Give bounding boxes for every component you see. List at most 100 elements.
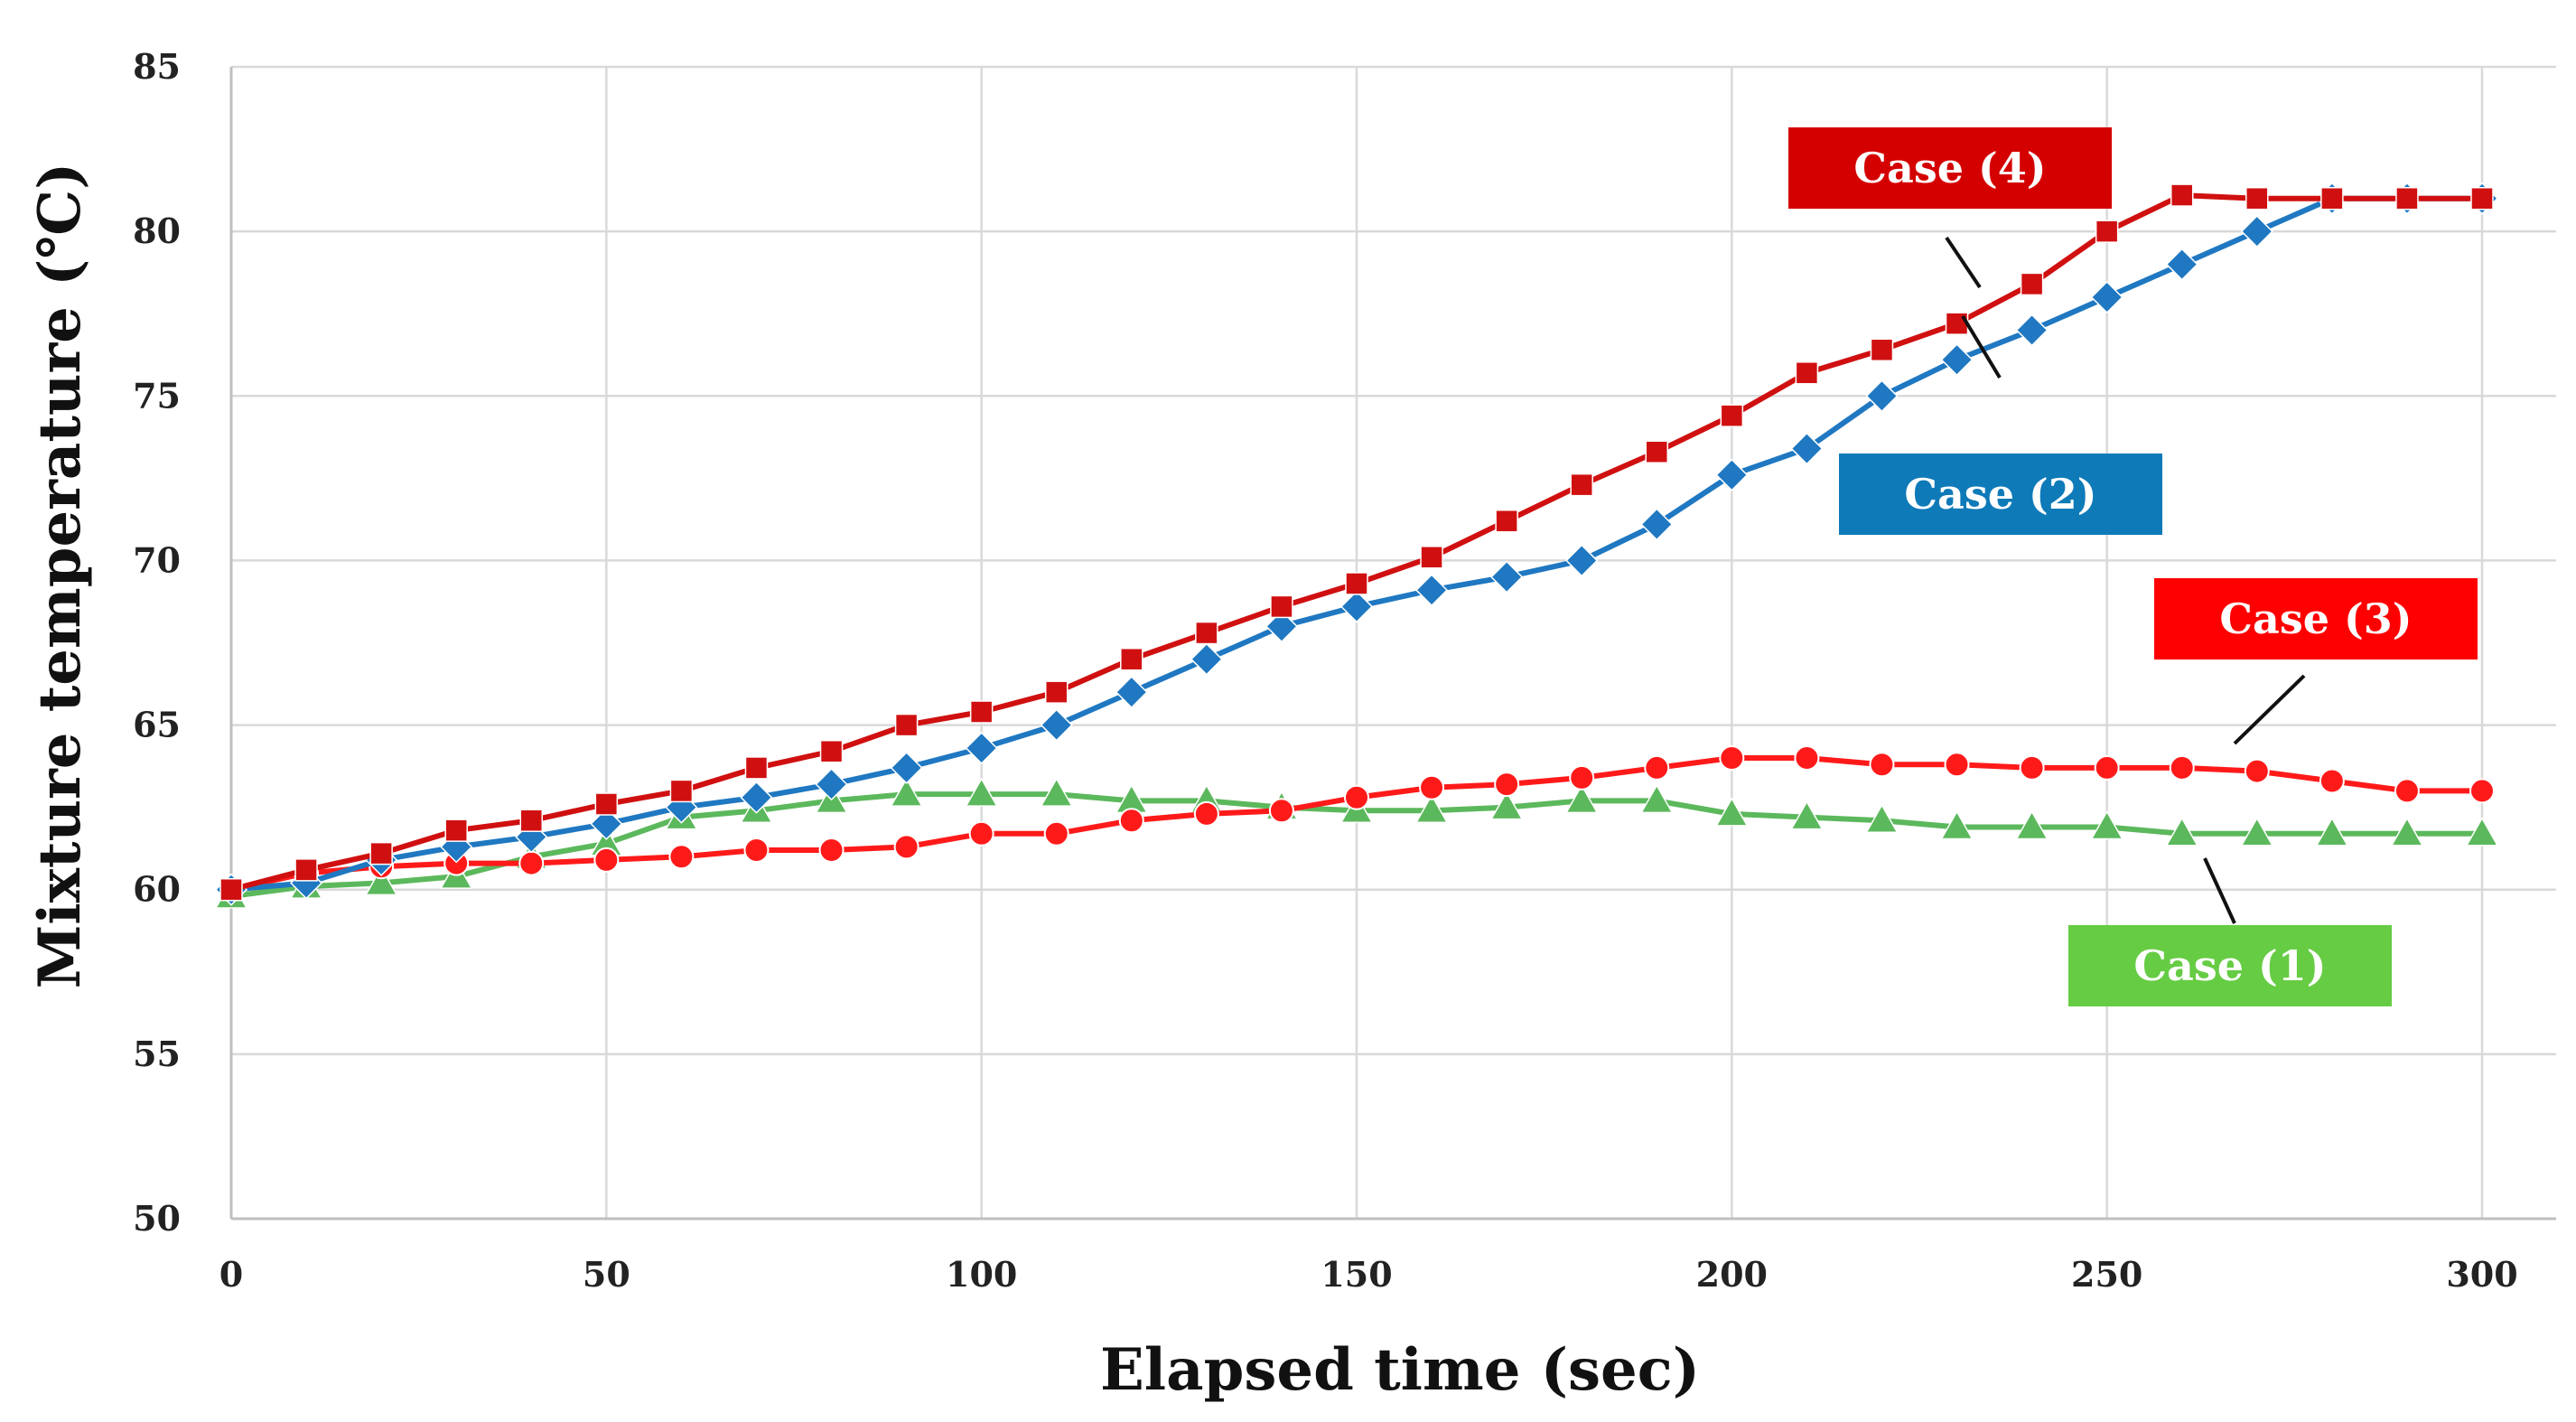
series-case-4 — [219, 183, 2494, 902]
legend-text: Case (1) — [2133, 941, 2326, 990]
data-point-case-4 — [1870, 338, 1894, 362]
data-point-case-3 — [2319, 768, 2345, 794]
data-point-case-2 — [1865, 379, 1899, 413]
data-point-case-1 — [1639, 783, 1674, 814]
data-point-case-2 — [740, 781, 773, 814]
data-point-case-2 — [890, 751, 923, 784]
data-point-case-2 — [1490, 560, 1524, 594]
data-point-case-3 — [2469, 778, 2495, 804]
data-point-case-3 — [1644, 754, 1670, 781]
data-point-case-4 — [1120, 647, 1143, 671]
data-point-case-1 — [2465, 817, 2499, 847]
data-point-case-4 — [1195, 621, 1218, 645]
data-point-case-4 — [819, 739, 844, 763]
legend-text: Case (3) — [2219, 594, 2412, 643]
data-point-case-3 — [1944, 752, 1970, 778]
data-point-case-2 — [1565, 544, 1599, 577]
data-point-case-2 — [1339, 590, 1374, 623]
legend-box — [2068, 925, 2392, 1006]
data-point-case-3 — [1344, 784, 1369, 810]
data-point-case-4 — [519, 809, 544, 832]
data-point-case-2 — [1940, 343, 1974, 377]
legend-label-case-2: Case (2) — [1839, 454, 2162, 535]
data-point-case-3 — [968, 820, 994, 847]
data-point-case-3 — [593, 847, 620, 873]
data-point-case-2 — [2240, 215, 2273, 248]
data-point-case-2 — [590, 807, 623, 840]
y-tick-label: 50 — [133, 1198, 181, 1239]
legend-label-case-1: Case (1) — [2068, 925, 2392, 1006]
data-point-case-1 — [1040, 777, 1074, 807]
data-point-case-4 — [2020, 272, 2044, 296]
data-point-case-3 — [1569, 764, 1595, 791]
y-axis-title: Mixture temperature (℃) — [26, 163, 94, 989]
grid-lines — [231, 65, 2556, 1219]
data-point-case-4 — [1720, 404, 1744, 427]
data-point-case-2 — [1265, 610, 1298, 643]
data-point-case-2 — [1040, 708, 1073, 742]
data-point-case-3 — [668, 844, 695, 870]
y-tick-label: 70 — [133, 539, 181, 580]
data-point-case-4 — [2395, 186, 2419, 210]
data-point-case-2 — [1415, 574, 1449, 607]
y-tick-label: 60 — [133, 869, 181, 910]
legend-box — [1839, 454, 2162, 535]
data-point-case-3 — [1794, 745, 1820, 771]
data-point-case-3 — [1719, 745, 1745, 771]
data-point-case-1 — [2090, 809, 2123, 840]
y-tick-labels: 50 55 60 65 70 75 80 85 — [133, 46, 181, 1239]
leader-line — [1961, 314, 2002, 379]
data-point-case-3 — [2019, 754, 2045, 781]
x-tick-label: 0 — [219, 1254, 243, 1295]
data-point-case-1 — [890, 777, 923, 807]
legend-label-case-3: Case (3) — [2154, 578, 2478, 660]
data-point-case-3 — [2169, 754, 2195, 781]
data-point-case-4 — [669, 779, 694, 803]
data-point-case-3 — [1268, 798, 1294, 824]
data-point-case-2 — [1190, 642, 1223, 676]
x-tick-label: 300 — [2446, 1254, 2517, 1295]
data-point-case-1 — [364, 865, 398, 896]
data-point-case-1 — [2165, 817, 2199, 847]
data-point-case-4 — [2320, 186, 2344, 210]
y-tick-label: 55 — [133, 1034, 181, 1074]
data-point-case-4 — [219, 877, 243, 902]
axes — [229, 67, 2556, 1221]
leader-lines — [1945, 236, 2306, 924]
data-point-case-2 — [815, 768, 848, 801]
data-point-case-4 — [1345, 572, 1368, 595]
data-point-case-1 — [1564, 783, 1599, 814]
x-tick-label: 200 — [1696, 1254, 1768, 1295]
x-tick-label: 250 — [2071, 1254, 2142, 1295]
data-point-case-1 — [2240, 817, 2274, 847]
data-point-case-4 — [2095, 220, 2119, 243]
data-point-case-4 — [1795, 361, 1819, 385]
data-point-case-4 — [744, 756, 769, 780]
legend-box — [2154, 578, 2478, 660]
data-point-case-1 — [2315, 817, 2349, 847]
data-point-case-2 — [2015, 313, 2049, 347]
x-tick-label: 150 — [1321, 1254, 1392, 1295]
data-point-case-4 — [369, 841, 393, 865]
x-tick-labels: 0 50 100 150 200 250 300 — [219, 1254, 2518, 1295]
data-point-case-2 — [1790, 432, 1824, 465]
data-point-case-4 — [894, 713, 919, 737]
legend-label-case-4: Case (4) — [1788, 127, 2112, 209]
data-point-case-2 — [965, 732, 998, 765]
data-point-case-4 — [1270, 594, 1293, 619]
data-point-case-4 — [594, 792, 619, 816]
y-tick-label: 65 — [133, 705, 181, 745]
data-point-case-1 — [1865, 803, 1899, 833]
data-point-case-3 — [1193, 800, 1219, 827]
data-point-case-3 — [818, 837, 845, 863]
data-point-case-1 — [1790, 800, 1824, 830]
legend-box — [1788, 127, 2112, 209]
data-point-case-2 — [2090, 280, 2123, 314]
leader-line — [2233, 674, 2306, 745]
y-tick-label: 80 — [133, 210, 181, 251]
data-point-case-3 — [1118, 808, 1144, 834]
data-point-case-4 — [1495, 509, 1518, 533]
data-point-case-4 — [2245, 186, 2269, 210]
data-point-case-3 — [2244, 758, 2270, 784]
